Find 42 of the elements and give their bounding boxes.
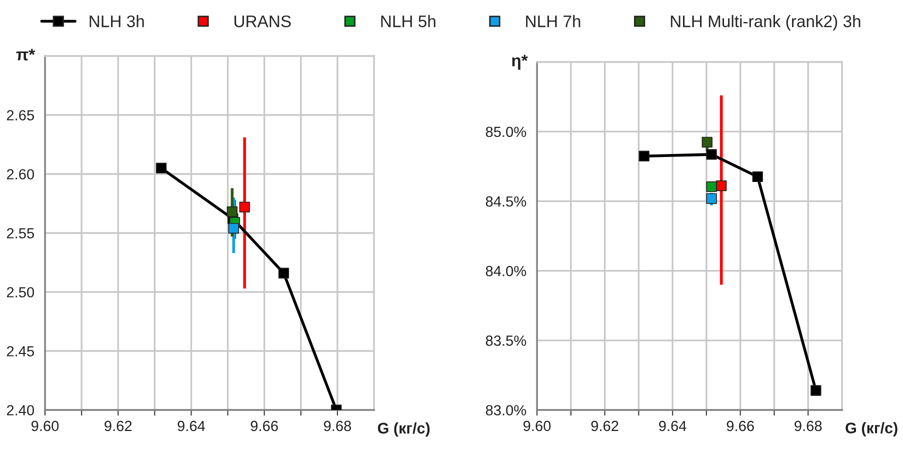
x-tick-label: 9.60 bbox=[31, 420, 59, 432]
y-tick-label: 2.55 bbox=[6, 228, 34, 238]
legend-label: NLH 7h bbox=[526, 15, 580, 28]
x-axis-title: G (кг/с) bbox=[846, 422, 898, 436]
point bbox=[752, 171, 763, 182]
x-tick-label: 9.68 bbox=[794, 420, 822, 432]
y-tick-label: 2.45 bbox=[6, 346, 34, 356]
y-tick-label: 2.50 bbox=[6, 287, 34, 298]
point bbox=[278, 268, 290, 278]
y-tick-label: 2.65 bbox=[6, 110, 34, 120]
y-axis-title: π* bbox=[16, 48, 36, 60]
x-tick-label: 9.66 bbox=[250, 420, 278, 432]
point bbox=[156, 162, 167, 174]
point bbox=[228, 222, 239, 234]
legend-label: URANS bbox=[234, 15, 291, 28]
point bbox=[702, 136, 712, 148]
y-tick-label: 85.0% bbox=[486, 126, 526, 138]
legend-label: NLH 3h bbox=[90, 15, 144, 28]
legend-label: NLH 5h bbox=[381, 15, 436, 28]
point bbox=[706, 149, 717, 160]
y-tick-label: 84.0% bbox=[486, 266, 526, 276]
x-tick-label: 9.62 bbox=[591, 420, 618, 432]
point bbox=[706, 193, 717, 204]
legend-label: NLH Multi-rank (rank2) 3h bbox=[670, 15, 860, 31]
y-tick-label: 84.5% bbox=[486, 196, 526, 207]
y-tick-label: 83.0% bbox=[486, 405, 526, 416]
y-axis-title: η* bbox=[512, 54, 528, 70]
point bbox=[810, 385, 822, 396]
x-tick-label: 9.62 bbox=[104, 420, 132, 432]
point bbox=[239, 202, 250, 212]
x-axis-title: G (кг/с) bbox=[378, 422, 430, 437]
x-tick-label: 9.60 bbox=[523, 420, 551, 432]
point bbox=[226, 206, 238, 218]
x-tick-label: 9.68 bbox=[324, 420, 352, 432]
x-tick-label: 9.64 bbox=[178, 420, 205, 432]
point bbox=[638, 150, 650, 162]
y-tick-label: 2.60 bbox=[6, 169, 34, 180]
y-tick-label: 83.5% bbox=[486, 336, 526, 346]
y-tick-label: 2.40 bbox=[6, 405, 34, 416]
x-tick-label: 9.64 bbox=[659, 420, 686, 432]
x-tick-label: 9.66 bbox=[726, 420, 754, 432]
point bbox=[706, 181, 717, 192]
